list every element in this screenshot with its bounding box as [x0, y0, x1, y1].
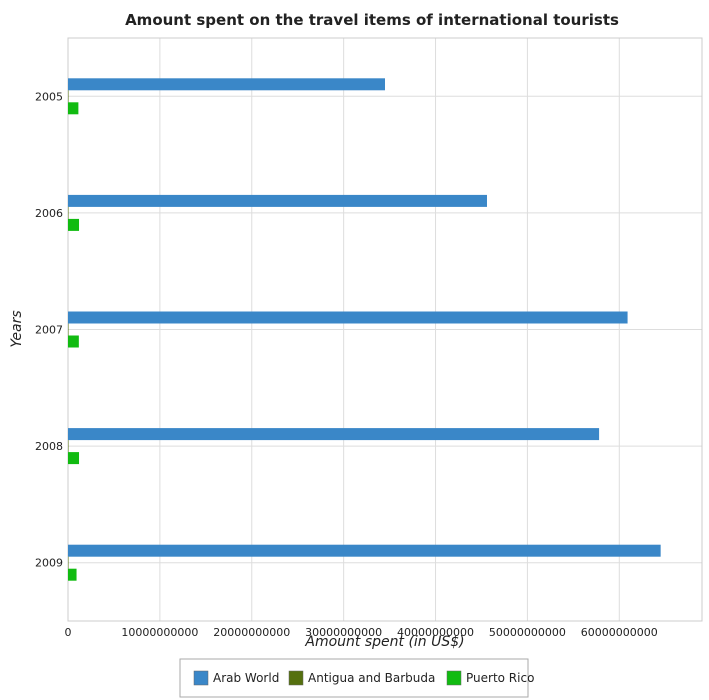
y-tick-label: 2005	[35, 90, 63, 103]
legend-swatch	[288, 670, 304, 686]
x-tick-label: 50000000000	[489, 626, 566, 639]
bar-arab-world-2006	[68, 194, 487, 207]
bar-puerto-rico-2005	[68, 102, 79, 115]
legend-label: Antigua and Barbuda	[308, 671, 435, 685]
y-axis-label: Years	[9, 310, 25, 347]
y-tick-labels: 2005 2006 2007 2008 2009	[35, 90, 63, 569]
x-tick-label: 0	[65, 626, 72, 639]
bar-antigua-and-barbuda-2009	[68, 556, 69, 569]
bar-arab-world-2008	[68, 428, 600, 441]
y-tick-label: 2007	[35, 324, 63, 337]
x-tick-label: 20000000000	[213, 626, 290, 639]
bar-puerto-rico-2006	[68, 218, 80, 231]
x-axis-label: Amount spent (in US$)	[304, 634, 464, 650]
bar-puerto-rico-2009	[68, 568, 77, 581]
x-tick-label: 60000000000	[581, 626, 658, 639]
bar-antigua-and-barbuda-2006	[68, 206, 69, 219]
bars	[68, 78, 661, 581]
y-tick-label: 2006	[35, 207, 63, 220]
x-tick-label: 30000000000	[305, 626, 382, 639]
legend-swatch	[446, 670, 462, 686]
grid	[67, 38, 702, 621]
legend: Arab World Antigua and Barbuda Puerto Rico	[179, 658, 534, 698]
x-tick-label: 40000000000	[397, 626, 474, 639]
bar-antigua-and-barbuda-2005	[68, 90, 69, 103]
bar-arab-world-2009	[68, 544, 661, 557]
bar-arab-world-2005	[68, 78, 385, 91]
bar-antigua-and-barbuda-2008	[68, 440, 69, 453]
y-tick-label: 2008	[35, 440, 63, 453]
bar-puerto-rico-2007	[68, 335, 79, 348]
x-tick-label: 10000000000	[121, 626, 198, 639]
bar-puerto-rico-2008	[68, 452, 80, 465]
chart-title: Amount spent on the travel items of inte…	[125, 11, 619, 29]
bar-antigua-and-barbuda-2007	[68, 323, 69, 336]
bar-arab-world-2007	[68, 311, 628, 324]
y-tick-label: 2009	[35, 557, 63, 570]
legend-swatch	[193, 670, 209, 686]
legend-label: Puerto Rico	[466, 671, 534, 685]
x-tick-labels: 0 10000000000 20000000000 30000000000 400000…	[65, 626, 658, 639]
legend-label: Arab World	[213, 671, 279, 685]
legend-box	[179, 658, 529, 698]
